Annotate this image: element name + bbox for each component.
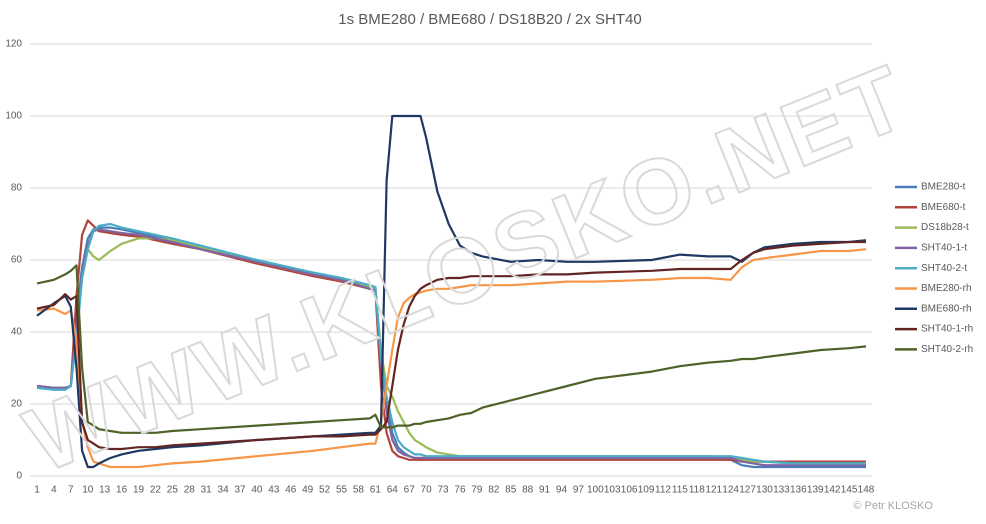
x-tick-label: 16 <box>116 485 128 496</box>
x-tick-label: 19 <box>133 485 145 496</box>
legend-label: SHT40-1-rh <box>921 324 973 335</box>
watermark: WWW.KLOSKO.NET <box>13 45 923 492</box>
x-tick-label: 112 <box>655 485 671 496</box>
x-tick-label: 100 <box>587 485 604 496</box>
legend-label: SHT40-2-rh <box>921 344 973 355</box>
y-tick-label: 80 <box>11 183 23 194</box>
x-tick-label: 103 <box>604 485 621 496</box>
legend-label: DS18b28-t <box>921 222 969 233</box>
x-tick-label: 43 <box>268 485 280 496</box>
x-tick-label: 130 <box>756 485 773 496</box>
x-tick-label: 22 <box>150 485 162 496</box>
x-tick-label: 136 <box>790 485 807 496</box>
x-tick-label: 115 <box>672 485 688 496</box>
x-tick-label: 121 <box>705 485 722 496</box>
x-tick-label: 58 <box>353 485 365 496</box>
x-tick-label: 109 <box>638 485 655 496</box>
legend-label: BME680-t <box>921 202 966 213</box>
series-line <box>36 222 866 465</box>
x-tick-label: 133 <box>773 485 790 496</box>
x-tick-label: 52 <box>319 485 331 496</box>
credit: © Petr KLOSKO <box>853 500 933 512</box>
x-tick-label: 1 <box>34 485 40 496</box>
x-tick-label: 55 <box>336 485 348 496</box>
x-tick-label: 67 <box>404 485 416 496</box>
x-tick-label: 10 <box>82 485 94 496</box>
x-tick-label: 46 <box>285 485 297 496</box>
x-tick-label: 40 <box>251 485 263 496</box>
x-tick-label: 73 <box>437 485 449 496</box>
y-tick-label: 0 <box>16 471 22 482</box>
series-line <box>36 114 867 469</box>
y-tick-label: 60 <box>11 255 23 266</box>
x-tick-label: 34 <box>218 485 230 496</box>
x-tick-label: 31 <box>201 485 213 496</box>
x-tick-label: 127 <box>739 485 756 496</box>
x-tick-label: 142 <box>824 485 841 496</box>
x-tick-label: 76 <box>454 485 466 496</box>
x-tick-label: 94 <box>556 485 568 496</box>
x-tick-label: 61 <box>370 485 382 496</box>
x-tick-label: 4 <box>51 485 57 496</box>
x-tick-label: 79 <box>471 485 483 496</box>
y-tick-label: 20 <box>11 399 23 410</box>
x-tick-label: 124 <box>722 485 739 496</box>
legend-label: SHT40-2-t <box>921 263 967 274</box>
x-tick-label: 145 <box>841 485 858 496</box>
legend-label: SHT40-1-t <box>921 243 967 254</box>
x-tick-label: 106 <box>621 485 638 496</box>
x-tick-label: 37 <box>234 485 246 496</box>
x-tick-label: 13 <box>99 485 111 496</box>
x-tick-label: 82 <box>488 485 500 496</box>
x-tick-label: 88 <box>522 485 534 496</box>
y-tick-label: 100 <box>5 111 22 122</box>
series-line <box>36 240 866 451</box>
x-tick-label: 139 <box>807 485 824 496</box>
legend-label: BME280-t <box>921 182 966 193</box>
series-line <box>36 219 866 463</box>
chart-title: 1s BME280 / BME680 / DS18B20 / 2x SHT40 <box>338 11 642 28</box>
x-tick-label: 70 <box>421 485 433 496</box>
series-line <box>36 264 867 434</box>
x-tick-label: 49 <box>302 485 314 496</box>
series-line <box>36 228 866 467</box>
x-tick-label: 118 <box>689 485 705 496</box>
x-tick-label: 64 <box>387 485 399 496</box>
x-tick-label: 85 <box>505 485 517 496</box>
y-tick-label: 120 <box>5 39 22 50</box>
x-tick-label: 91 <box>539 485 551 496</box>
plot-area: 0 20 40 60 80 100 120 1 4 7 10 13 16 19 22 25 28 31 34 37 40… <box>5 39 973 496</box>
x-tick-label: 28 <box>184 485 196 496</box>
x-tick-label: 25 <box>167 485 179 496</box>
y-tick-label: 40 <box>11 327 23 338</box>
legend-label: BME280-rh <box>921 283 972 294</box>
legend-label: BME680-rh <box>921 303 972 314</box>
x-tick-label: 148 <box>858 485 875 496</box>
x-tick-label: 7 <box>68 485 74 496</box>
x-tick-label: 97 <box>573 485 585 496</box>
